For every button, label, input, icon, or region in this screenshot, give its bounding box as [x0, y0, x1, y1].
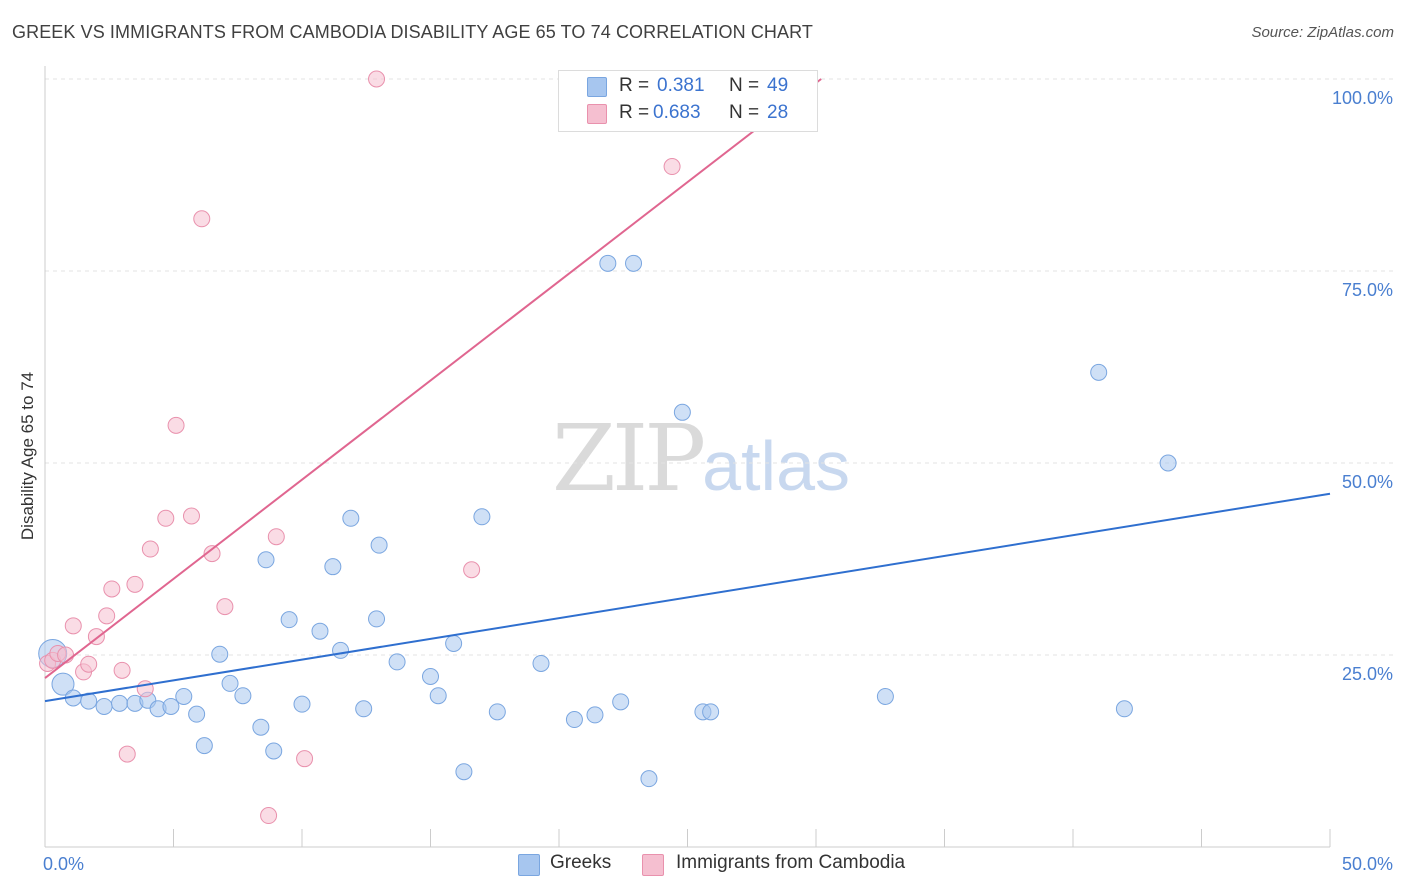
- cambodia-point: [663, 158, 681, 176]
- greeks-point: [388, 653, 406, 671]
- greeks-point: [221, 674, 239, 692]
- greeks-point: [355, 700, 373, 718]
- greeks-point: [565, 711, 583, 729]
- correlation-legend: R = 0.381 N = 49 R = 0.683 N = 28: [558, 70, 818, 132]
- cambodia-point: [98, 607, 116, 625]
- legend-r-label: R =: [619, 102, 650, 123]
- cambodia-point: [126, 575, 144, 593]
- watermark-atlas: atlas: [702, 427, 851, 505]
- greeks-point: [429, 687, 447, 705]
- cambodia-point: [64, 617, 82, 635]
- cambodia-point: [113, 661, 131, 679]
- cambodia-point: [141, 540, 159, 558]
- legend-r-label: R =: [619, 75, 650, 96]
- greeks-point: [265, 742, 283, 760]
- cambodia-point: [80, 655, 98, 673]
- x-tick-label: 0.0%: [43, 854, 84, 874]
- greeks-point: [111, 694, 129, 712]
- greeks-point: [311, 622, 329, 640]
- legend-r-value: 0.683: [653, 102, 701, 123]
- greeks-point: [1159, 454, 1177, 472]
- cambodia-point: [203, 545, 221, 563]
- greeks-point: [640, 770, 658, 788]
- cambodia-point: [157, 509, 175, 527]
- y-tick-label: 75.0%: [1342, 280, 1393, 300]
- watermark: ZIPatlas: [552, 405, 850, 512]
- greeks-point: [673, 403, 691, 421]
- greeks-point: [51, 672, 75, 696]
- greeks-point: [599, 254, 617, 272]
- legend-r-value: 0.381: [657, 75, 705, 96]
- greeks-point: [257, 551, 275, 569]
- greeks-point: [252, 718, 270, 736]
- y-tick-label: 50.0%: [1342, 472, 1393, 492]
- greeks-point: [342, 509, 360, 527]
- greeks-point: [293, 695, 311, 713]
- bottom-legend-swatch-greeks: [518, 854, 540, 876]
- x-tick-label: 50.0%: [1342, 854, 1393, 874]
- bottom-legend-label-greeks: Greeks: [550, 852, 612, 873]
- cambodia-point: [57, 646, 75, 664]
- greeks-point: [445, 634, 463, 652]
- greeks-point: [702, 703, 720, 721]
- greeks-point: [175, 687, 193, 705]
- chart-title: GREEK VS IMMIGRANTS FROM CAMBODIA DISABI…: [12, 22, 814, 42]
- greeks-trend-line: [44, 492, 1331, 703]
- cambodia-point: [267, 528, 285, 546]
- bottom-legend-label-cambodia: Immigrants from Cambodia: [676, 852, 906, 873]
- y-tick-label: 100.0%: [1332, 88, 1393, 108]
- legend-n-label: N =: [729, 102, 760, 123]
- cambodia-point: [296, 750, 314, 768]
- greeks-point: [876, 687, 894, 705]
- legend-swatch-greeks: [587, 77, 607, 97]
- greeks-point: [324, 558, 342, 576]
- cambodia-trend-line: [44, 78, 822, 679]
- greeks-point: [532, 654, 550, 672]
- cambodia-point: [167, 416, 185, 434]
- greeks-point: [234, 687, 252, 705]
- greeks-point: [332, 641, 350, 659]
- cambodia-point: [216, 598, 234, 616]
- greeks-point: [612, 693, 630, 711]
- greeks-point: [455, 763, 473, 781]
- bottom-legend-swatch-cambodia: [642, 854, 664, 876]
- greeks-point: [488, 703, 506, 721]
- source-label: Source: ZipAtlas.com: [1251, 24, 1394, 41]
- cambodia-point: [103, 580, 121, 598]
- greeks-point: [211, 645, 229, 663]
- cambodia-point: [118, 745, 136, 763]
- cambodia-point: [193, 210, 211, 228]
- y-tick-label: 25.0%: [1342, 664, 1393, 684]
- greeks-point: [162, 697, 180, 715]
- greeks-point: [1115, 700, 1133, 718]
- legend-swatch-cambodia: [587, 104, 607, 124]
- legend-n-value: 49: [767, 75, 789, 96]
- greeks-point: [422, 668, 439, 686]
- greeks-point: [188, 705, 206, 723]
- greeks-point: [195, 737, 213, 755]
- legend-n-label: N =: [729, 75, 760, 96]
- legend-n-value: 28: [767, 102, 789, 123]
- cambodia-point: [368, 70, 386, 88]
- greeks-point: [625, 254, 643, 272]
- greeks-point: [586, 706, 604, 724]
- greeks-point: [1090, 363, 1108, 381]
- greeks-point: [95, 697, 113, 715]
- cambodia-point: [463, 561, 481, 579]
- cambodia-point: [260, 807, 278, 825]
- greeks-point: [280, 611, 298, 629]
- greeks-point: [473, 508, 491, 526]
- greeks-point: [370, 536, 388, 554]
- cambodia-point: [182, 507, 200, 525]
- watermark-zip: ZIP: [552, 405, 706, 512]
- greeks-point: [368, 610, 386, 628]
